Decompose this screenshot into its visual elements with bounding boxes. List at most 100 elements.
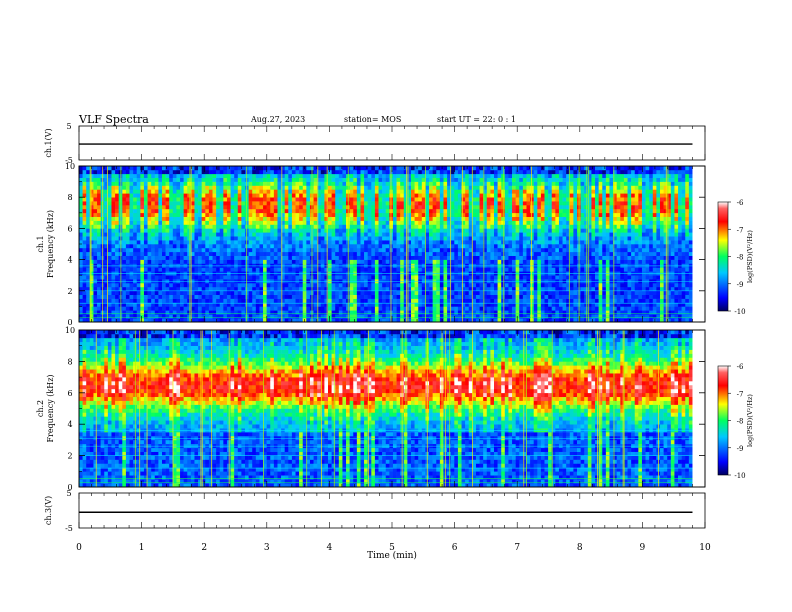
spectrogram-cell — [320, 283, 325, 288]
spectrogram-cell — [317, 290, 322, 295]
spectrogram-cell — [392, 267, 397, 272]
spectrogram-cell — [504, 255, 509, 260]
spectrogram-cell — [176, 173, 181, 178]
spectrogram-cell — [515, 259, 520, 264]
spectrogram-cell — [411, 314, 415, 319]
spectrogram-cell — [187, 212, 192, 217]
spectrogram-cell — [439, 205, 444, 210]
spectrogram-cell — [198, 216, 202, 221]
spectrogram-cell — [382, 251, 387, 256]
spectrogram-cell — [349, 310, 354, 315]
spectrogram-cell — [288, 247, 293, 253]
spectrogram-cell — [125, 205, 130, 210]
spectrogram-cell — [263, 177, 267, 182]
spectrogram-cell — [461, 205, 466, 210]
spectrogram-cell — [522, 216, 527, 221]
spectrogram-cell — [353, 318, 358, 323]
spectrogram-cell — [201, 228, 206, 233]
spectrogram-cell — [79, 193, 83, 198]
spectrogram-cell — [483, 247, 488, 253]
spectrogram-cell — [429, 205, 433, 210]
spectrogram-cell — [454, 232, 459, 237]
spectrogram-cell — [468, 216, 473, 221]
spectrogram-cell — [295, 208, 300, 214]
spectrogram-cell — [183, 298, 188, 303]
spectrogram-cell — [436, 169, 441, 175]
spectrogram-cell — [201, 189, 206, 194]
spectrogram-cell — [432, 267, 437, 272]
spectrogram-cell — [432, 283, 437, 288]
spectrogram-cell — [252, 302, 257, 307]
spectrogram-cell — [115, 318, 119, 323]
spectrogram-cell — [374, 228, 379, 233]
spectrogram-cell — [432, 314, 437, 319]
spectrogram-cell — [129, 189, 134, 194]
spectrogram-cell — [263, 212, 267, 217]
spectrogram-cell — [169, 251, 174, 256]
spectrogram-cell — [479, 314, 484, 319]
spectrogram-cell — [223, 290, 228, 295]
spectrogram-cell — [111, 212, 116, 217]
spectrogram-cell — [385, 197, 390, 202]
spectrogram-cell — [255, 189, 260, 194]
spectrogram-cell — [447, 189, 451, 194]
spectrogram-cell — [158, 244, 163, 249]
spectrogram-cell — [187, 302, 192, 307]
spectrogram-cell — [320, 244, 325, 249]
spectrogram-cell — [497, 286, 502, 292]
spectrogram-cell — [86, 224, 91, 229]
spectrogram-cell — [306, 173, 311, 178]
spectrogram-cell — [151, 247, 156, 253]
spectrogram-cell — [364, 177, 368, 182]
spectrogram-cell — [281, 224, 285, 229]
spectrogram-cell — [281, 169, 285, 175]
spectrogram-cell — [86, 220, 91, 225]
spectrogram-cell — [443, 275, 448, 280]
spectrogram-cell — [317, 197, 322, 202]
spectrogram-cell — [497, 177, 502, 182]
spectrogram-cell — [342, 302, 347, 307]
spectrogram-cell — [425, 220, 430, 225]
spectrogram-cell — [349, 275, 354, 280]
spectrogram-cell — [461, 247, 466, 253]
spectrogram-cell — [465, 193, 470, 198]
spectrogram-cell — [407, 294, 412, 299]
spectrogram-cell — [512, 302, 516, 307]
spectrogram-cell — [302, 318, 307, 323]
spectrogram-cell — [291, 169, 296, 175]
spectrogram-cell — [494, 283, 498, 288]
spectrogram-cell — [259, 166, 264, 171]
spectrogram-cell — [208, 318, 213, 323]
spectrogram-cell — [140, 255, 145, 260]
spectrogram-cell — [338, 236, 343, 241]
spectrogram-cell — [371, 228, 376, 233]
spectrogram-cell — [382, 275, 387, 280]
spectrogram-cell — [277, 216, 282, 221]
spectrogram-cell — [313, 318, 318, 323]
spectrogram-cell — [454, 193, 459, 198]
spectrogram-cell — [291, 173, 296, 178]
spectrogram-cell — [154, 205, 159, 210]
spectrogram-cell — [147, 185, 152, 190]
spectrogram-cell — [338, 244, 343, 249]
spectrogram-cell — [360, 306, 365, 311]
spectrogram-cell — [392, 298, 397, 303]
spectrogram-cell — [172, 267, 177, 272]
spectrogram-cell — [497, 240, 502, 245]
spectrogram-cell — [266, 208, 271, 214]
spectrogram-cell — [465, 216, 470, 221]
spectrogram-cell — [328, 302, 332, 307]
spectrogram-cell — [198, 298, 202, 303]
spectrogram-cell — [86, 189, 91, 194]
spectrogram-cell — [187, 177, 192, 182]
spectrogram-cell — [97, 220, 101, 225]
spectrogram-cell — [497, 244, 502, 249]
spectrogram-cell — [490, 275, 495, 280]
spectrogram-cell — [353, 255, 358, 260]
spectrogram-cell — [212, 290, 217, 295]
spectrogram-cell — [306, 283, 311, 288]
spectrogram-cell — [353, 193, 358, 198]
spectrogram-cell — [443, 216, 448, 221]
spectrogram-cell — [320, 216, 325, 221]
spectrogram-cell — [107, 224, 112, 229]
